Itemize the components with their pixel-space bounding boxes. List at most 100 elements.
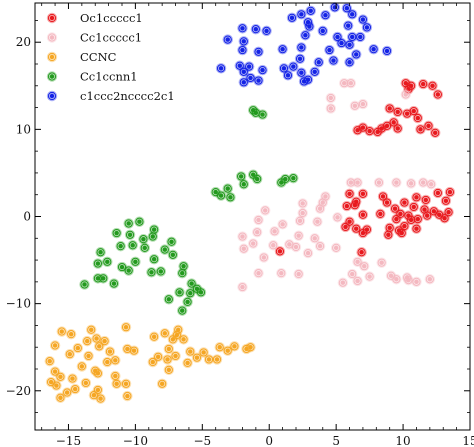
y-tick-label: 0 <box>23 210 31 224</box>
data-point <box>250 107 256 113</box>
data-point-ring <box>245 62 254 71</box>
data-point <box>254 229 260 235</box>
data-point-ring <box>270 227 279 236</box>
data-point-ring <box>147 268 156 277</box>
legend-marker-ring <box>47 91 57 101</box>
legend-label: c1ccc2ncccc2c1 <box>80 89 175 103</box>
data-point-ring <box>212 355 222 364</box>
data-point <box>307 24 312 29</box>
data-point <box>52 343 58 348</box>
data-point-ring <box>238 24 247 33</box>
data-point-ring <box>183 358 192 367</box>
data-point <box>285 73 291 78</box>
data-point <box>328 106 333 111</box>
data-point <box>395 109 400 115</box>
data-point <box>395 126 400 131</box>
data-point-ring <box>262 26 271 35</box>
data-point <box>387 106 392 111</box>
data-point <box>238 174 244 179</box>
data-point <box>414 226 419 231</box>
data-point <box>185 360 190 366</box>
legend-item: Cc1ccnn1 <box>46 70 138 84</box>
data-point <box>408 181 414 186</box>
data-point <box>328 95 333 101</box>
data-point-ring <box>124 219 133 228</box>
data-point <box>433 130 438 136</box>
data-point <box>423 197 429 203</box>
data-point <box>232 344 237 349</box>
data-point <box>305 250 311 256</box>
data-point-ring <box>116 242 125 251</box>
data-point <box>347 60 352 65</box>
data-point <box>95 387 101 393</box>
data-point <box>95 276 101 281</box>
data-point <box>272 229 277 234</box>
data-point-ring <box>346 178 355 187</box>
data-point-ring <box>409 106 418 116</box>
data-point-ring <box>298 208 307 218</box>
legend-marker <box>49 15 55 21</box>
data-point-ring <box>223 346 232 355</box>
data-point-ring <box>129 346 139 355</box>
data-point <box>111 281 117 286</box>
data-point-ring <box>345 217 354 226</box>
data-point-ring <box>377 258 386 267</box>
data-point <box>305 77 311 82</box>
data-point-ring <box>353 276 362 286</box>
data-point-ring <box>230 342 239 351</box>
data-point <box>118 243 123 249</box>
data-point-ring <box>382 46 392 56</box>
data-point <box>155 354 161 359</box>
data-point-ring <box>400 221 409 231</box>
data-point-ring <box>289 174 298 183</box>
data-point-ring <box>313 217 322 226</box>
data-point <box>354 226 359 231</box>
data-point-ring <box>440 214 449 223</box>
data-point-ring <box>68 374 77 383</box>
data-point <box>446 209 451 215</box>
data-point-ring <box>332 243 341 252</box>
data-point <box>123 324 129 330</box>
data-point <box>102 338 107 344</box>
data-point <box>173 353 178 359</box>
data-point <box>435 190 441 196</box>
data-point-ring <box>50 341 60 350</box>
data-point <box>388 273 394 278</box>
data-point <box>158 269 164 274</box>
legend-label: Cc1ccnn1 <box>80 70 138 84</box>
data-point <box>371 46 376 52</box>
data-point <box>380 194 386 199</box>
data-point <box>339 40 344 46</box>
data-point <box>424 213 430 218</box>
data-point <box>70 376 75 381</box>
data-point-ring <box>345 40 354 49</box>
data-point <box>180 308 185 313</box>
data-point-ring <box>223 184 232 193</box>
data-point-ring <box>424 121 433 130</box>
y-tick-label: −10 <box>6 297 31 311</box>
data-point <box>218 193 224 198</box>
ticks-layer: −15 −10 −5 0 5 10 15 −20 −10 0 10 20 <box>6 3 474 447</box>
data-point-ring <box>384 230 393 239</box>
data-point-ring <box>427 180 436 189</box>
data-point <box>320 200 325 205</box>
data-point-ring <box>238 282 247 292</box>
data-point <box>300 210 305 216</box>
x-tick-label: 0 <box>265 434 273 447</box>
data-point <box>59 329 64 334</box>
data-point-ring <box>378 192 388 201</box>
data-point <box>387 225 392 231</box>
data-point <box>64 390 70 395</box>
data-point <box>394 216 399 222</box>
data-point-ring <box>277 178 286 187</box>
data-point-ring <box>348 32 357 42</box>
data-point-ring <box>156 267 165 276</box>
data-point-ring <box>239 244 248 253</box>
data-point <box>133 259 138 265</box>
data-point <box>375 129 380 135</box>
data-point <box>68 331 74 337</box>
data-point <box>411 204 416 210</box>
data-point-ring <box>196 288 206 297</box>
series-3 <box>79 104 299 316</box>
